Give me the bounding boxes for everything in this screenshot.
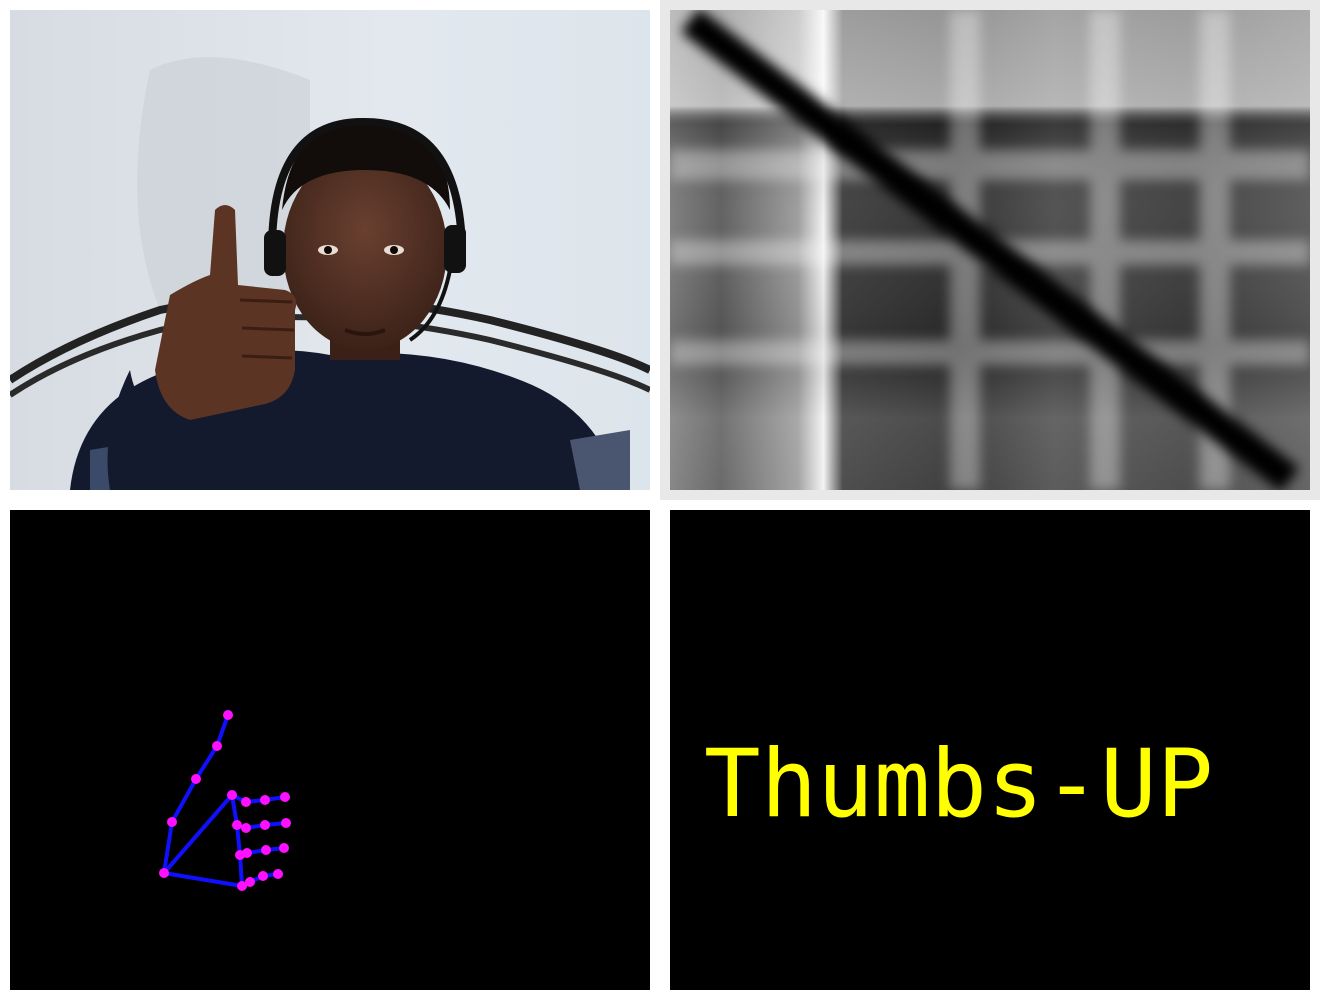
skeleton-bone [194, 744, 219, 781]
skeleton-joint [261, 845, 271, 855]
skeleton-joint [167, 817, 177, 827]
hand-skeleton-view [10, 510, 650, 990]
skeleton-joint [260, 795, 270, 805]
skeleton-joint [241, 797, 251, 807]
skeleton-joint [237, 881, 247, 891]
skeleton-joint [223, 710, 233, 720]
skeleton-joint [273, 869, 283, 879]
camera-frame [10, 10, 650, 490]
gesture-label-view: Thumbs-UP [670, 510, 1310, 990]
skeleton-joint [245, 877, 255, 887]
skeleton-bone [170, 778, 198, 823]
gesture-label: Thumbs-UP [704, 730, 1213, 839]
skeleton-joint [260, 820, 270, 830]
hand-skeleton [159, 710, 291, 891]
skeleton-bone [230, 794, 239, 826]
skeleton-joint [279, 843, 289, 853]
skeleton-joint [242, 848, 252, 858]
camera-view [10, 10, 650, 490]
skeleton-joint [232, 820, 242, 830]
distance-matrix-view [660, 0, 1320, 500]
skeleton-joint [258, 871, 268, 881]
skeleton-joint [191, 774, 201, 784]
skeleton-joint [159, 868, 169, 878]
skeleton-bone [235, 824, 242, 856]
gesture-label-canvas: Thumbs-UP [704, 730, 1213, 839]
skeleton-joint [241, 823, 251, 833]
skeleton-joint [212, 741, 222, 751]
skeleton-bone [238, 854, 244, 887]
distance-matrix-image [670, 10, 1310, 490]
skeleton-bone [215, 714, 230, 747]
skeleton-bone [162, 793, 234, 875]
skeleton-bone [162, 821, 174, 874]
skeleton-joint [280, 792, 290, 802]
skeleton-joint [227, 790, 237, 800]
skeleton-joint [281, 818, 291, 828]
skeleton-bone [163, 871, 243, 888]
